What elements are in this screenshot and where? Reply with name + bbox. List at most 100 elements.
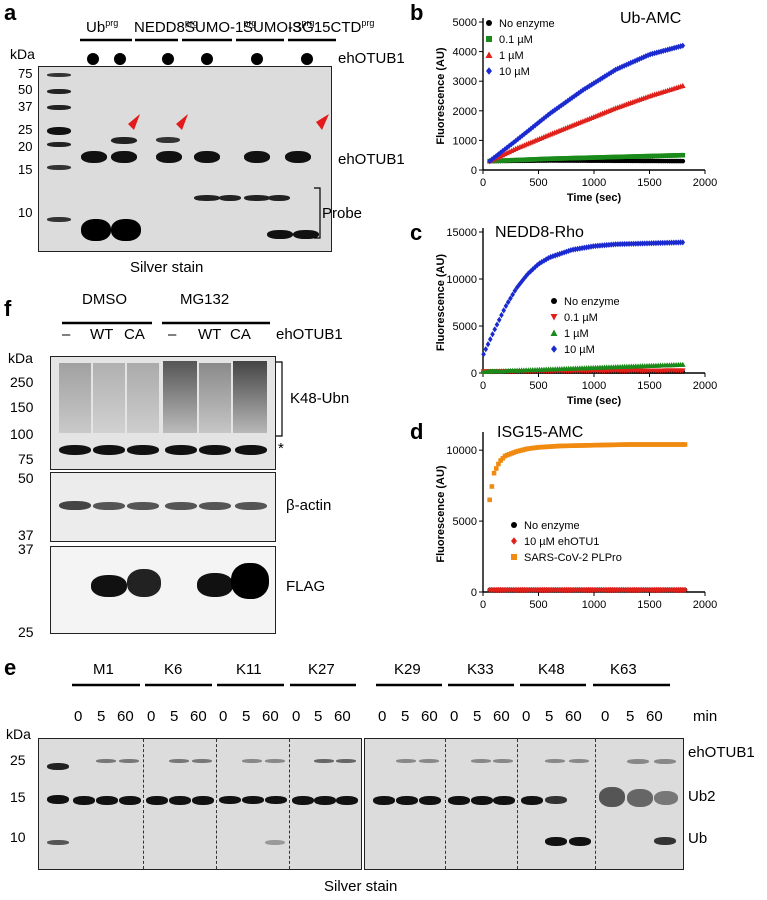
ladder-band [47,89,71,94]
panel-label-f: f [4,296,12,321]
panel-a-enzyme-row-label: ehOTUB1 [338,50,405,67]
data-point [602,73,607,80]
mw-marker: 37 [18,527,34,543]
ub2-band [314,796,336,805]
enzyme-band [419,759,439,763]
probe-header-nedd8: NEDD8prg [134,18,198,36]
ub2-band [419,796,441,805]
data-point [539,258,545,266]
panel-a-kda-label: kDa [10,46,35,62]
probe-header-sumo1: SUMO-1prg [185,18,256,36]
data-point [650,50,655,57]
lane-separator [517,739,518,869]
legend-label: No enzyme [524,520,580,532]
x-tick-label: 0 [480,177,486,189]
data-point [558,102,564,109]
enzyme-band [242,759,262,763]
actin-band [235,502,267,510]
x-tick-label: 0 [480,599,486,610]
mw-marker: 75 [18,66,33,81]
data-point [506,142,512,150]
panel-label-c: c [410,220,423,245]
data-point [489,484,495,489]
mw-marker: 37 [18,99,33,114]
data-point [637,55,642,63]
y-tick-label: 2000 [453,106,477,118]
mw-marker: 37 [18,541,34,557]
x-tick-label: 2000 [693,177,717,189]
smear [59,363,91,433]
panel-f-header-lines [62,321,270,325]
y-tick-label: 5000 [453,17,477,29]
series-2 [487,442,688,503]
ub2-band [192,796,214,805]
smear [163,361,197,433]
series-3 [487,42,686,165]
x-tick-label: 1000 [582,599,606,610]
ub2-band [146,796,168,805]
data-point [680,152,686,158]
data-point [550,314,558,321]
panel-a-enzyme-band-label: ehOTUB1 [338,151,405,168]
data-point [483,346,489,353]
data-point [541,115,547,122]
data-point [680,239,686,246]
ub2-band [96,796,118,805]
probe-band [194,195,220,201]
probe-name: NEDD8 [134,19,185,36]
y-tick-label: 3000 [453,76,477,88]
data-point [539,116,545,124]
ub2-band [545,796,567,804]
panel-a-header-lines [80,38,336,42]
k48-bracket [276,361,283,437]
x-tick-label: 500 [529,599,547,610]
panel-f-enzyme-label: ehOTUB1 [276,326,343,343]
actin-band [93,502,125,510]
timepoint-label: 60 [646,708,663,725]
data-point [671,44,677,52]
timepoint-label: 0 [74,708,83,725]
mw-marker: 10 [18,205,33,220]
ub2-band [73,796,95,805]
ub2-band [493,796,515,805]
panel-e-gel-right [364,738,684,870]
timepoint-label: 60 [117,708,134,725]
linkage-label: K11 [236,661,262,678]
data-point [492,326,498,333]
mw-marker: 15 [10,789,26,805]
x-tick-label: 500 [529,380,547,392]
mw-marker: 25 [18,624,34,640]
nonspecific-band [127,445,159,455]
ub2-band [219,796,241,804]
panel-e-kda-label: kDa [6,726,31,742]
data-point [586,243,592,251]
data-point [595,242,601,249]
data-point [593,242,598,250]
flag-blot [50,546,276,634]
legend-label: 0.1 µM [499,34,533,46]
probe-band [267,230,293,239]
data-point [667,46,673,53]
data-point [491,470,497,476]
data-point [534,261,540,269]
ub2-band [265,796,287,804]
enzyme-band [569,759,589,763]
x-tick-label: 1000 [582,380,606,392]
flag-band [197,573,233,597]
data-point [551,345,557,353]
data-point [593,78,599,86]
panel-label-a: a [4,0,17,25]
series-2 [486,82,686,164]
x-tick-label: 1500 [637,599,661,610]
probe-superscript: prg [243,18,257,28]
data-point [575,245,580,252]
nonspecific-band [165,445,197,455]
mw-marker: 100 [10,426,34,442]
data-point [652,50,657,57]
actin-band [127,502,159,510]
ub-band [569,837,591,846]
timepoint-label: 0 [601,708,610,725]
probe-name: SUMO-1 [185,19,244,36]
data-point [676,43,681,50]
lane-separator [143,739,144,869]
